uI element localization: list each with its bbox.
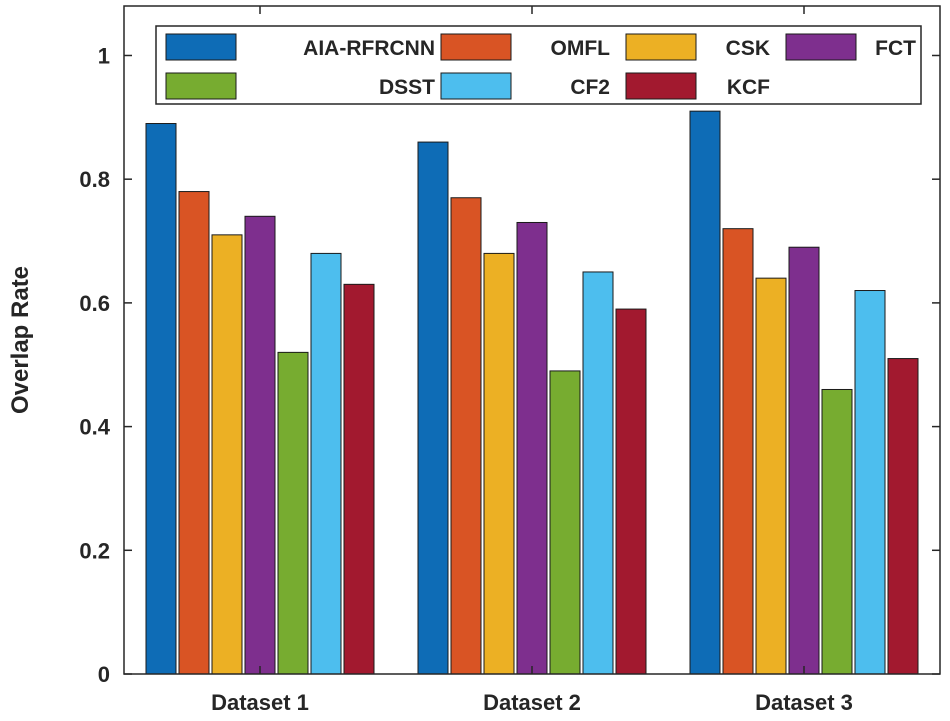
bar-aia-rfrcnn-2 [417, 141, 449, 675]
bar-omfl-3 [722, 228, 754, 675]
x-axis-ticks: Dataset 1 Dataset 2 Dataset 3 [211, 6, 853, 715]
y-axis-title: Overlap Rate [7, 266, 34, 414]
legend-swatch [165, 72, 237, 100]
bar-fct-1 [244, 215, 276, 675]
bar-omfl-1 [178, 191, 210, 675]
legend-label: KCF [727, 76, 770, 99]
x-tick-label: Dataset 1 [211, 690, 309, 715]
legend-swatch [440, 33, 512, 61]
bar-dsst-3 [821, 388, 853, 675]
legend-label: FCT [875, 37, 916, 60]
y-tick-label: 1 [98, 43, 110, 68]
legend-label: AIA-RFRCNN [303, 37, 435, 60]
y-axis-ticks: 0 0.2 0.4 0.6 0.8 1 [79, 43, 940, 687]
bar-dsst-2 [549, 370, 581, 675]
bar-cf2-3 [854, 290, 886, 675]
bar-aia-rfrcnn-1 [145, 123, 177, 675]
bar-fct-3 [788, 246, 820, 675]
y-tick-label: 0.6 [79, 291, 110, 316]
legend-label: OMFL [551, 37, 611, 60]
legend-swatch [440, 72, 512, 100]
legend-swatch [625, 72, 697, 100]
legend-swatch [785, 33, 857, 61]
bar-kcf-3 [887, 358, 919, 675]
bar-kcf-1 [343, 283, 375, 675]
bar-dsst-1 [277, 351, 309, 675]
legend-swatch [625, 33, 697, 61]
bars-layer [145, 110, 919, 675]
legend-label: DSST [379, 76, 435, 99]
bar-cf2-2 [582, 271, 614, 675]
bar-kcf-2 [615, 308, 647, 675]
x-tick-label: Dataset 3 [755, 690, 853, 715]
y-tick-label: 0 [98, 662, 110, 687]
bar-omfl-2 [450, 197, 482, 675]
plot-frame [123, 5, 941, 675]
y-tick-label: 0.8 [79, 167, 110, 192]
legend-label: CSK [726, 37, 770, 60]
y-tick-label: 0.2 [79, 538, 110, 563]
x-tick-label: Dataset 2 [483, 690, 581, 715]
legend-label: CF2 [570, 76, 610, 99]
bar-csk-2 [483, 252, 515, 675]
bar-csk-3 [755, 277, 787, 675]
bar-csk-1 [211, 234, 243, 675]
bar-fct-2 [516, 221, 548, 675]
bar-cf2-1 [310, 252, 342, 675]
y-tick-label: 0.4 [79, 415, 110, 440]
bar-aia-rfrcnn-3 [689, 110, 721, 675]
legend: AIA-RFRCNN OMFL CSK FCT DSST CF2 KCF [155, 25, 922, 105]
legend-swatch [165, 33, 237, 61]
